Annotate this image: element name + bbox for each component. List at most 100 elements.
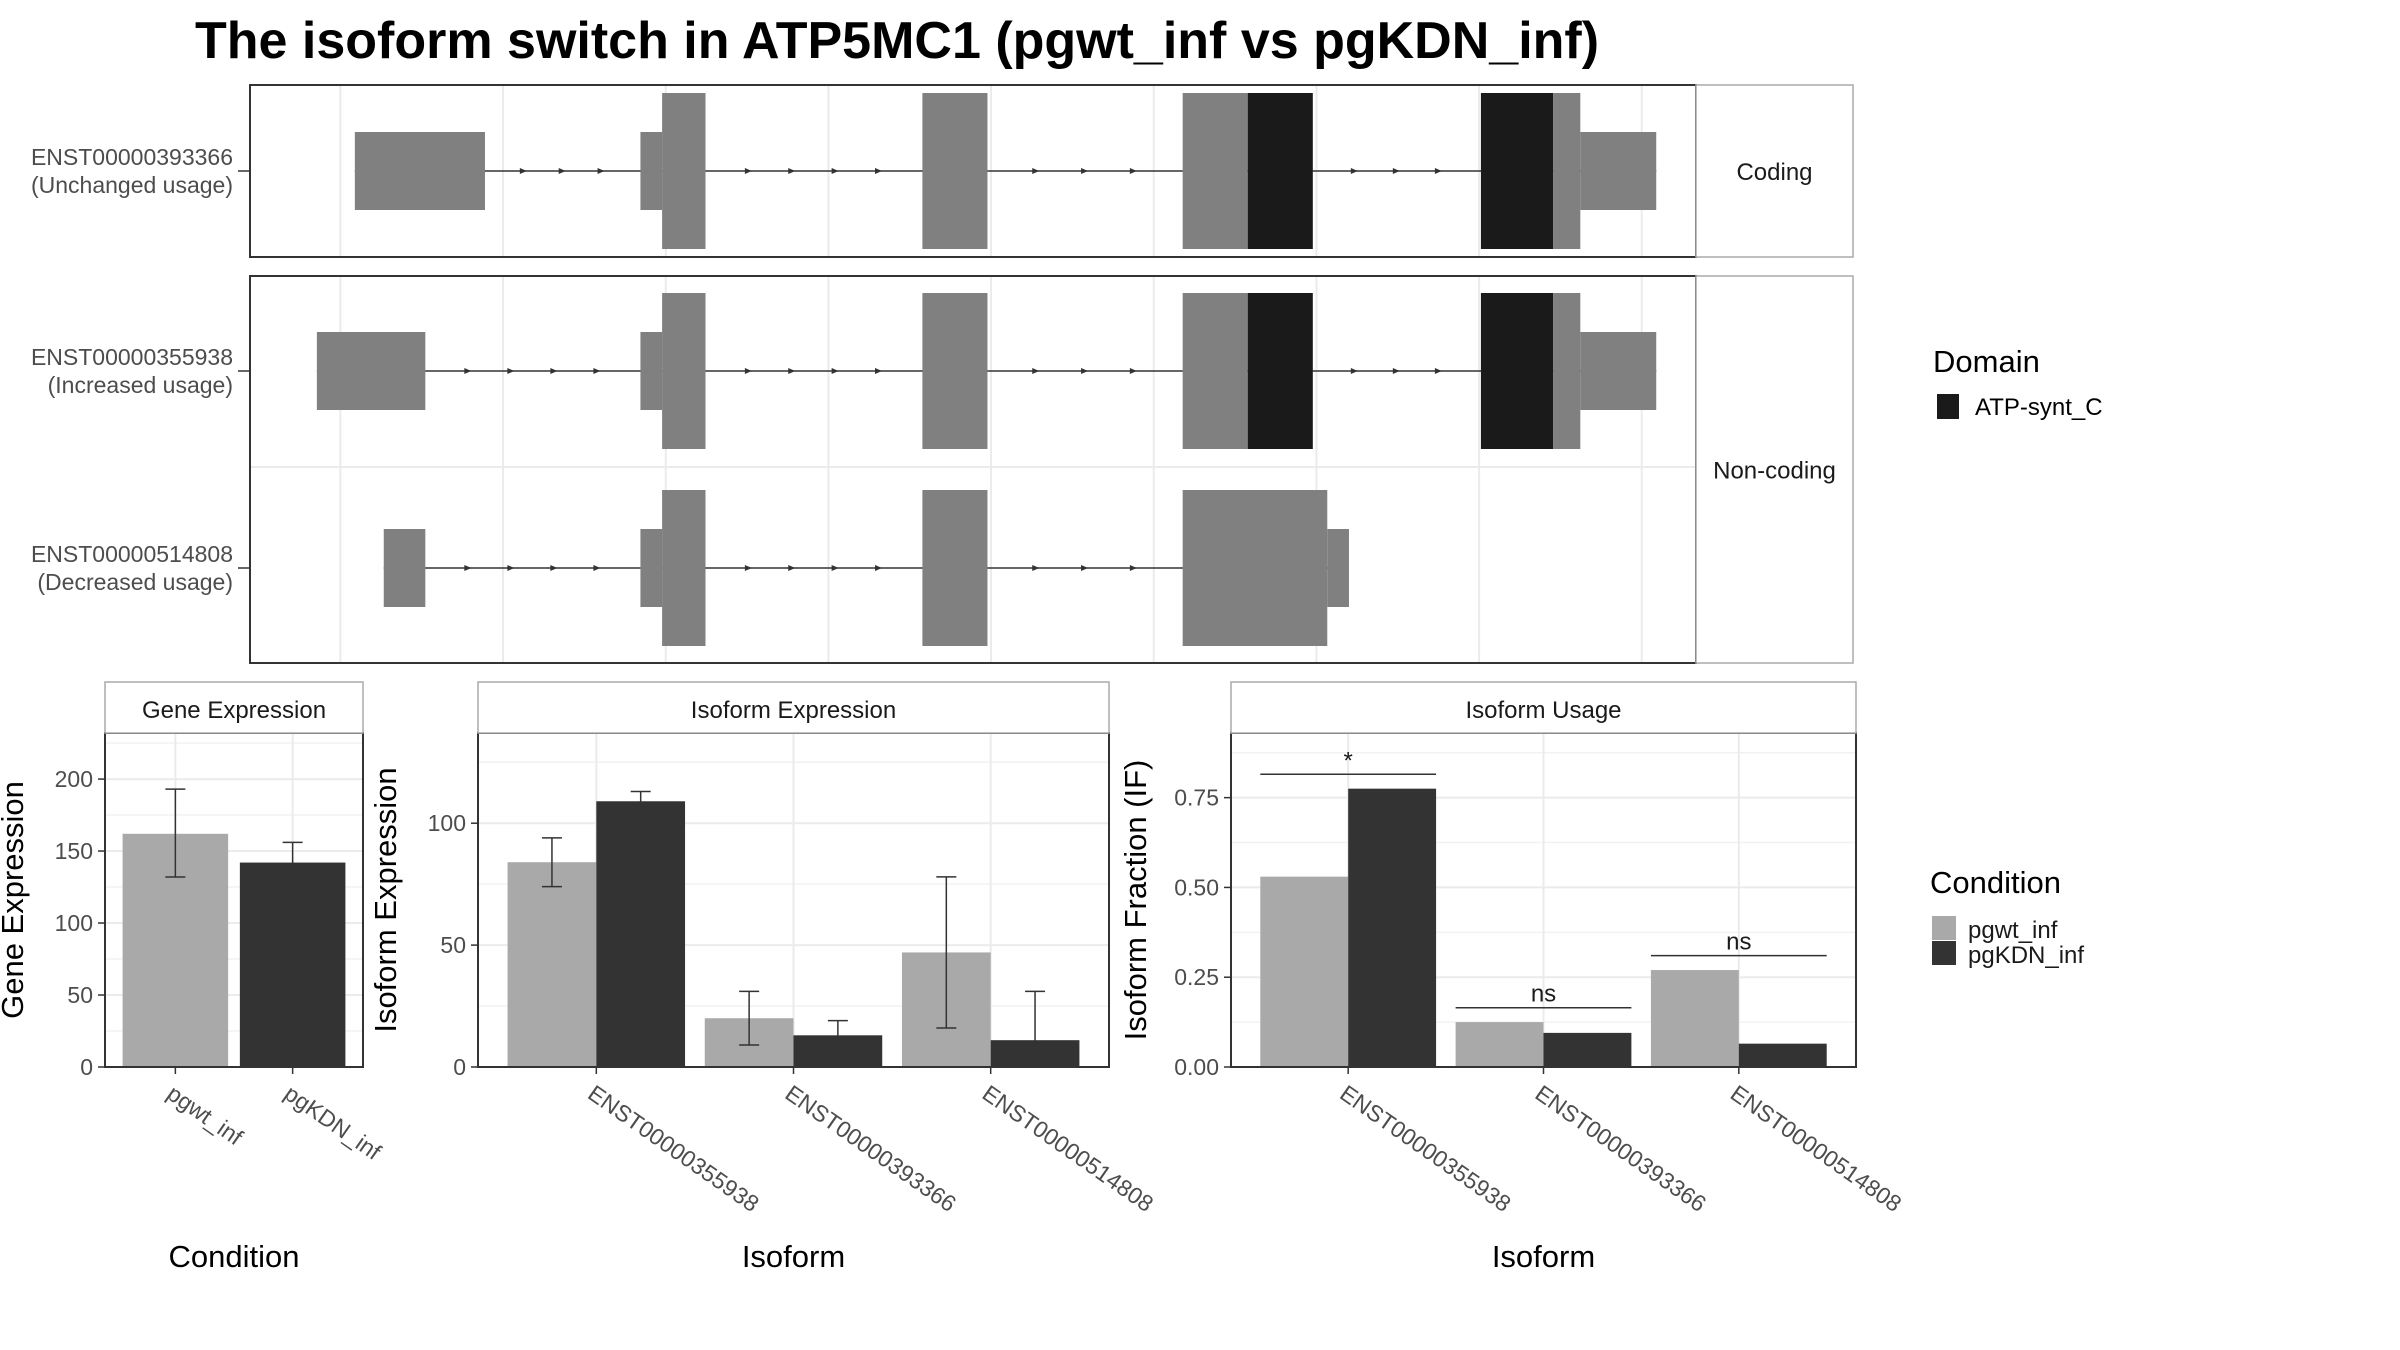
- intron-direction-arrow: [788, 168, 796, 174]
- exon-block: [354, 132, 485, 210]
- exon-block: [640, 132, 663, 210]
- y-axis-title: Isoform Fraction (IF): [1118, 760, 1153, 1041]
- exon-block: [383, 529, 426, 607]
- y-tick-label: 0: [453, 1054, 466, 1080]
- intron-direction-arrow: [593, 565, 601, 571]
- exon-block: [1553, 93, 1581, 249]
- x-tick-label: ENST00000355938: [583, 1080, 763, 1217]
- exon-block: [1580, 332, 1657, 410]
- bar: [239, 862, 346, 1067]
- chart-panel-2: 0 50 100 ENST00000355938 ENST00000393366 ENST…: [368, 681, 1158, 1274]
- y-tick-label: 100: [428, 810, 466, 836]
- y-tick-label: 150: [55, 838, 93, 864]
- exon-block: [922, 93, 988, 249]
- intron-direction-arrow: [1081, 168, 1089, 174]
- intron-direction-arrow: [464, 368, 472, 374]
- domain-block: [1480, 293, 1554, 449]
- intron-direction-arrow: [744, 168, 752, 174]
- intron-direction-arrow: [1129, 565, 1137, 571]
- transcript-usage-label: (Decreased usage): [37, 569, 233, 595]
- y-tick-label: 50: [440, 932, 466, 958]
- transcript-usage-label: (Unchanged usage): [31, 172, 233, 198]
- significance-label: ns: [1531, 981, 1556, 1008]
- bar: [596, 801, 686, 1067]
- x-tick-label: ENST00000355938: [1335, 1080, 1515, 1217]
- exon-block: [1182, 490, 1328, 646]
- exon-block: [922, 490, 988, 646]
- facet-strip-label: Non-coding: [1713, 458, 1836, 485]
- y-tick-label: 0.50: [1174, 874, 1219, 900]
- x-tick-label: ENST00000514808: [978, 1080, 1158, 1217]
- intron-direction-arrow: [519, 168, 527, 174]
- intron-direction-arrow: [1392, 168, 1400, 174]
- bar: [507, 862, 597, 1067]
- figure-title: The isoform switch in ATP5MC1 (pgwt_inf …: [195, 12, 1599, 70]
- y-tick-label: 0.25: [1174, 964, 1219, 990]
- intron-direction-arrow: [1350, 368, 1358, 374]
- intron-direction-arrow: [1129, 368, 1137, 374]
- intron-direction-arrow: [1434, 168, 1442, 174]
- facet-strip: [1695, 275, 1854, 664]
- x-tick-label: ENST00000514808: [1726, 1080, 1906, 1217]
- domain-block: [1247, 293, 1313, 449]
- legend-title-domain: Domain: [1933, 344, 2040, 379]
- exon-block: [640, 529, 663, 607]
- intron-direction-arrow: [788, 368, 796, 374]
- exon-block: [1182, 93, 1248, 249]
- transcript-id-label: ENST00000393366: [31, 144, 233, 170]
- intron-direction-arrow: [1434, 368, 1442, 374]
- x-axis-title: Condition: [169, 1239, 300, 1274]
- exon-block: [1553, 293, 1581, 449]
- intron-direction-arrow: [831, 565, 839, 571]
- legend-key-condition: [1932, 941, 1956, 965]
- panel-strip: [104, 681, 364, 734]
- panel-strip: [1230, 681, 1857, 734]
- exon-block: [662, 93, 706, 249]
- intron-direction-arrow: [1350, 168, 1358, 174]
- panel-strip-title: Gene Expression: [142, 697, 326, 724]
- intron-direction-arrow: [1032, 565, 1040, 571]
- panel-strip-title: Isoform Usage: [1465, 697, 1621, 724]
- panel-strip: [477, 681, 1110, 734]
- x-axis-title: Isoform: [1492, 1239, 1595, 1274]
- intron-direction-arrow: [831, 368, 839, 374]
- intron-direction-arrow: [1129, 168, 1137, 174]
- y-tick-label: 0: [80, 1054, 93, 1080]
- facet-strip: [1695, 84, 1854, 258]
- exon-block: [640, 332, 663, 410]
- transcript-id-label: ENST00000355938: [31, 344, 233, 370]
- bar: [1738, 1043, 1827, 1067]
- transcript-structure-panel: ENST00000393366(Unchanged usage) ENST0000…: [31, 84, 1854, 664]
- exon-block: [662, 293, 706, 449]
- legends: Domain ATP-synt_C Condition pgwt_infpgKDN_i…: [1930, 344, 2103, 969]
- significance-label: ns: [1726, 929, 1751, 956]
- intron-direction-arrow: [744, 368, 752, 374]
- exon-block: [662, 490, 706, 646]
- intron-direction-arrow: [507, 565, 515, 571]
- intron-direction-arrow: [788, 565, 796, 571]
- x-tick-label: pgwt_inf: [162, 1080, 248, 1151]
- x-tick-label: ENST00000393366: [1531, 1080, 1711, 1217]
- intron-direction-arrow: [875, 565, 883, 571]
- intron-direction-arrow: [875, 168, 883, 174]
- significance-label: *: [1344, 747, 1353, 774]
- y-tick-label: 0.00: [1174, 1054, 1219, 1080]
- intron-direction-arrow: [464, 565, 472, 571]
- intron-direction-arrow: [744, 565, 752, 571]
- legend-label-condition: pgwt_inf: [1968, 917, 2058, 944]
- intron-direction-arrow: [558, 168, 566, 174]
- intron-direction-arrow: [550, 565, 558, 571]
- intron-direction-arrow: [1081, 368, 1089, 374]
- bar: [1348, 788, 1437, 1067]
- x-tick-label: ENST00000393366: [781, 1080, 961, 1217]
- legend-key-condition: [1932, 916, 1956, 940]
- domain-block: [1247, 93, 1313, 249]
- y-tick-label: 0.75: [1174, 785, 1219, 811]
- legend-key-domain: [1937, 394, 1959, 419]
- bar: [1260, 876, 1349, 1067]
- intron-direction-arrow: [831, 168, 839, 174]
- intron-direction-arrow: [1032, 368, 1040, 374]
- intron-direction-arrow: [1032, 168, 1040, 174]
- y-tick-label: 100: [55, 910, 93, 936]
